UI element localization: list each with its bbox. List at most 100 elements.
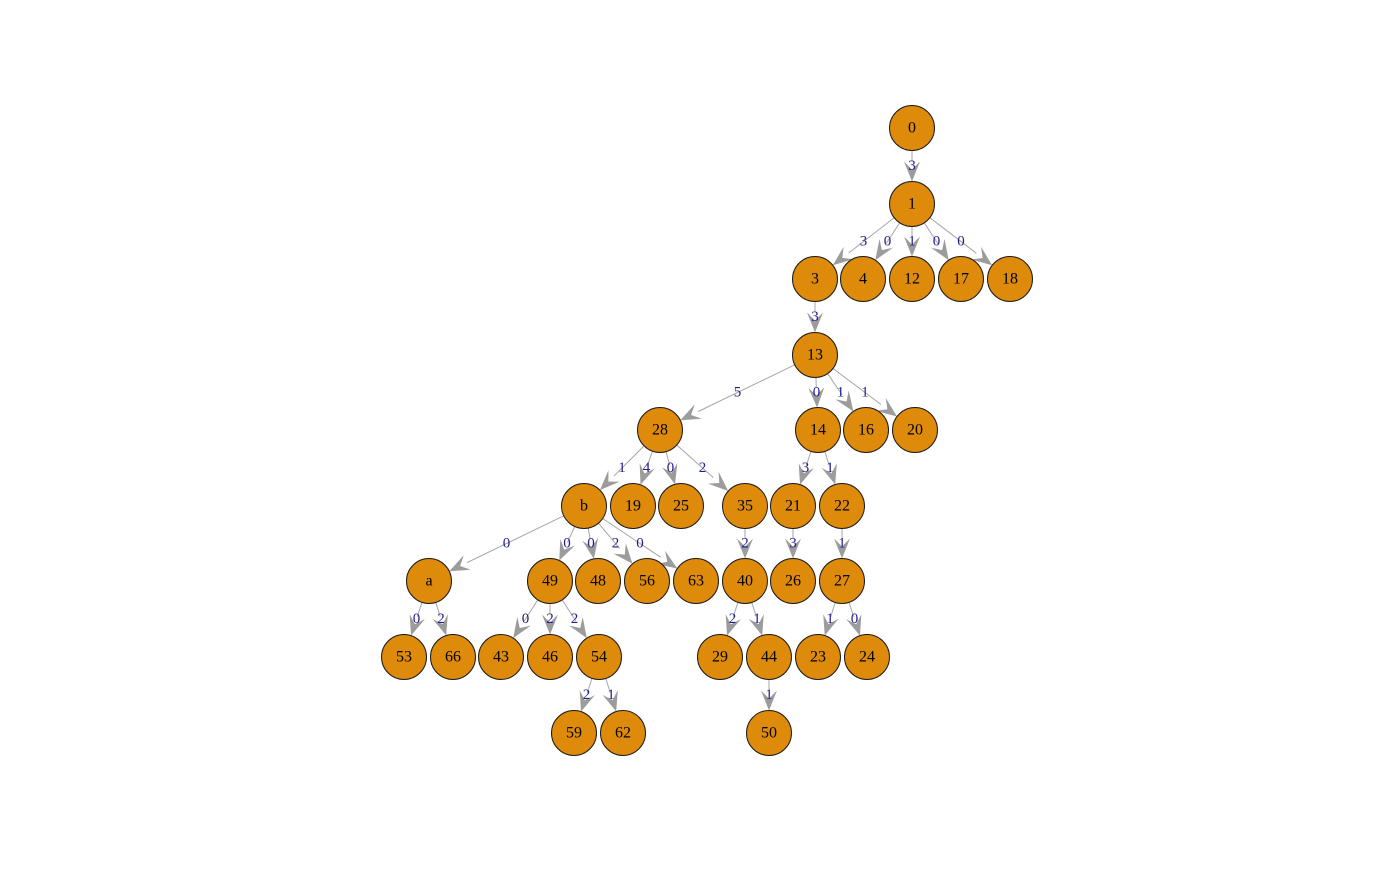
node-29: 29 [697, 634, 743, 680]
node-28: 28 [637, 407, 683, 453]
node-label-0: 0 [908, 120, 916, 137]
node-25: 25 [658, 483, 704, 529]
edge-28-19 [646, 451, 653, 467]
arrowhead-40-44 [748, 614, 764, 636]
edge-label-b-a: 0 [503, 536, 511, 552]
node-label-49: 49 [542, 573, 558, 590]
node-circle-54 [576, 634, 622, 680]
node-35: 35 [722, 483, 768, 529]
node-circle-21 [770, 483, 816, 529]
edge-label-49-46: 2 [546, 611, 554, 627]
node-circle-56 [624, 558, 670, 604]
edge-label-40-29: 2 [729, 611, 737, 627]
edge-label-27-23: 1 [826, 611, 834, 627]
edge-40-44 [751, 602, 757, 617]
node-circle-26 [770, 558, 816, 604]
node-44: 44 [746, 634, 792, 680]
edge-b-63 [602, 518, 661, 558]
node-16: 16 [843, 407, 889, 453]
arrowhead-1-18 [971, 246, 993, 266]
edge-54-59 [586, 678, 593, 693]
node-circle-16 [843, 407, 889, 453]
node-3: 3 [792, 256, 838, 302]
node-circle-62 [600, 710, 646, 756]
node-label-66: 66 [445, 649, 461, 666]
edge-1-3 [848, 217, 895, 254]
arrowhead-44-50 [761, 690, 777, 711]
node-label-24: 24 [859, 649, 875, 666]
edge-54-62 [605, 678, 611, 693]
edge-label-1-17: 0 [933, 234, 941, 250]
node-label-18: 18 [1002, 271, 1018, 288]
node-46: 46 [527, 634, 573, 680]
arrowhead-49-46 [542, 614, 558, 635]
edge-label-0-1: 3 [908, 158, 916, 174]
edge-label-54-59: 2 [583, 687, 591, 703]
edge-label-22-27: 1 [838, 536, 846, 552]
arrowhead-14-22 [821, 463, 837, 485]
arrowhead-54-62 [602, 690, 618, 712]
arrowhead-1-17 [931, 239, 949, 261]
node-label-13: 13 [807, 347, 823, 364]
node-label-35: 35 [737, 498, 753, 515]
node-label-25: 25 [673, 498, 689, 515]
node-13: 13 [792, 332, 838, 378]
node-label-63: 63 [688, 573, 704, 590]
node-label-40: 40 [737, 573, 753, 590]
edge-label-1-4: 0 [884, 234, 892, 250]
node-label-22: 22 [834, 498, 850, 515]
node-circle-17 [938, 256, 984, 302]
node-label-53: 53 [396, 649, 412, 666]
node-circle-3 [792, 256, 838, 302]
edge-label-49-54: 2 [571, 611, 579, 627]
arrowhead-28-25 [662, 462, 678, 485]
node-label-44: 44 [761, 649, 777, 666]
node-label-62: 62 [615, 725, 631, 742]
node-label-14: 14 [810, 422, 826, 439]
node-label-b: b [580, 498, 588, 515]
edge-label-49-43: 0 [522, 611, 530, 627]
node-circle-50 [746, 710, 792, 756]
node-circle-b [561, 483, 607, 529]
edge-label-14-21: 3 [802, 460, 810, 476]
node-26: 26 [770, 558, 816, 604]
arrowhead-1-12 [904, 236, 920, 257]
node-62: 62 [600, 710, 646, 756]
edge-label-1-18: 0 [957, 234, 965, 250]
node-circle-29 [697, 634, 743, 680]
arrowhead-28-35 [708, 471, 729, 491]
node-circle-13 [792, 332, 838, 378]
node-label-3: 3 [811, 271, 819, 288]
node-circle-43 [478, 634, 524, 680]
node-circle-19 [610, 483, 656, 529]
node-label-19: 19 [625, 498, 641, 515]
edge-b-48 [587, 528, 591, 540]
edge-label-13-28: 5 [734, 385, 742, 401]
node-circle-24 [844, 634, 890, 680]
node-circle-35 [722, 483, 768, 529]
node-label-4: 4 [859, 271, 867, 288]
node-circle-1 [889, 181, 935, 227]
arrowhead-49-54 [569, 616, 587, 639]
node-label-50: 50 [761, 725, 777, 742]
node-53: 53 [381, 634, 427, 680]
arrowhead-27-23 [823, 614, 839, 636]
arrowhead-54-59 [579, 690, 595, 712]
edge-label-b-49: 0 [563, 536, 571, 552]
edge-label-54-62: 1 [607, 687, 615, 703]
arrowhead-40-29 [725, 614, 741, 636]
arrowhead-1-4 [875, 239, 893, 261]
edge-13-28 [698, 364, 795, 412]
node-label-54: 54 [591, 649, 607, 666]
edge-label-21-26: 3 [789, 536, 797, 552]
arrowhead-b-a [449, 555, 471, 572]
edge-label-28-19: 4 [643, 460, 651, 476]
node-label-1: 1 [908, 196, 916, 213]
node-circle-20 [892, 407, 938, 453]
node-50: 50 [746, 710, 792, 756]
arrowhead-a-53 [409, 614, 425, 636]
node-label-56: 56 [639, 573, 655, 590]
node-1: 1 [889, 181, 935, 227]
node-label-23: 23 [810, 649, 826, 666]
